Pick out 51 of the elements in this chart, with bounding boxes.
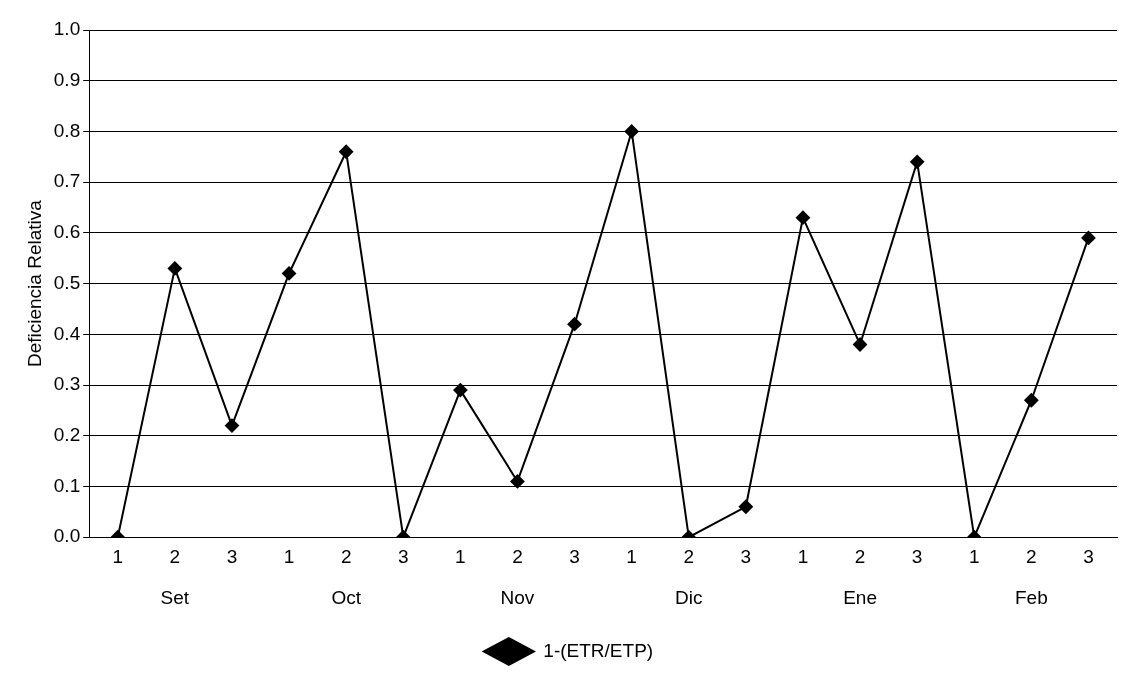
- point: [910, 154, 925, 169]
- x-tick-label: 2: [854, 545, 866, 567]
- y-tick-label: 0.7: [53, 170, 81, 192]
- point: [453, 383, 468, 398]
- y-tick-label: 1.0: [53, 18, 81, 40]
- point: [224, 418, 239, 433]
- y-tick-label: 0.5: [53, 271, 81, 293]
- x-tick-label: 3: [569, 545, 580, 567]
- y-tick-label: 0.1: [53, 474, 81, 496]
- y-axis-title: Deficiencia Relativa: [23, 199, 45, 368]
- x-tick-label: 2: [1026, 545, 1037, 567]
- legend-label: 1-(ETR/ETP): [543, 639, 654, 661]
- text: Oct: [331, 587, 362, 609]
- point: [339, 144, 354, 159]
- y-tick-label: 0.6: [53, 221, 81, 243]
- x-tick-label: 2: [512, 545, 523, 567]
- text: Dic: [675, 587, 703, 609]
- y-tick-label: 0.2: [53, 423, 81, 445]
- text: Ene: [843, 587, 877, 609]
- point: [1081, 230, 1096, 245]
- x-tick-label: 1: [112, 545, 124, 567]
- x-tick-label: 1: [797, 545, 809, 567]
- point: [738, 499, 753, 514]
- point: [167, 261, 182, 276]
- x-tick-label: 3: [397, 545, 409, 567]
- x-tick-label: 1: [626, 545, 637, 567]
- point: [853, 337, 868, 352]
- point: [795, 210, 810, 225]
- point: [624, 124, 639, 139]
- x-tick-label: 1: [283, 545, 295, 567]
- x-tick-label: 2: [340, 545, 352, 567]
- point: [1024, 393, 1039, 408]
- y-tick-label: 0.9: [53, 68, 81, 90]
- x-tick-label: 3: [226, 545, 238, 567]
- x-tick-label: 2: [169, 545, 181, 567]
- point: [510, 474, 525, 489]
- text: Set: [160, 587, 190, 609]
- y-tick-label: 0.3: [53, 373, 81, 395]
- y-tick-label: 0.8: [53, 119, 81, 141]
- x-tick-label: 3: [911, 545, 923, 567]
- y-tick-label: 0.0: [53, 525, 81, 547]
- point: [282, 266, 297, 281]
- x-tick-label: 2: [683, 545, 695, 567]
- text: Nov: [500, 587, 535, 609]
- y-tick-label: 0.4: [53, 322, 81, 344]
- point: [567, 317, 582, 332]
- x-tick-label: 3: [740, 545, 752, 567]
- x-tick-label: 3: [1083, 545, 1094, 567]
- text: Feb: [1014, 587, 1048, 609]
- x-tick-label: 1: [968, 545, 980, 567]
- x-tick-label: 1: [455, 545, 466, 567]
